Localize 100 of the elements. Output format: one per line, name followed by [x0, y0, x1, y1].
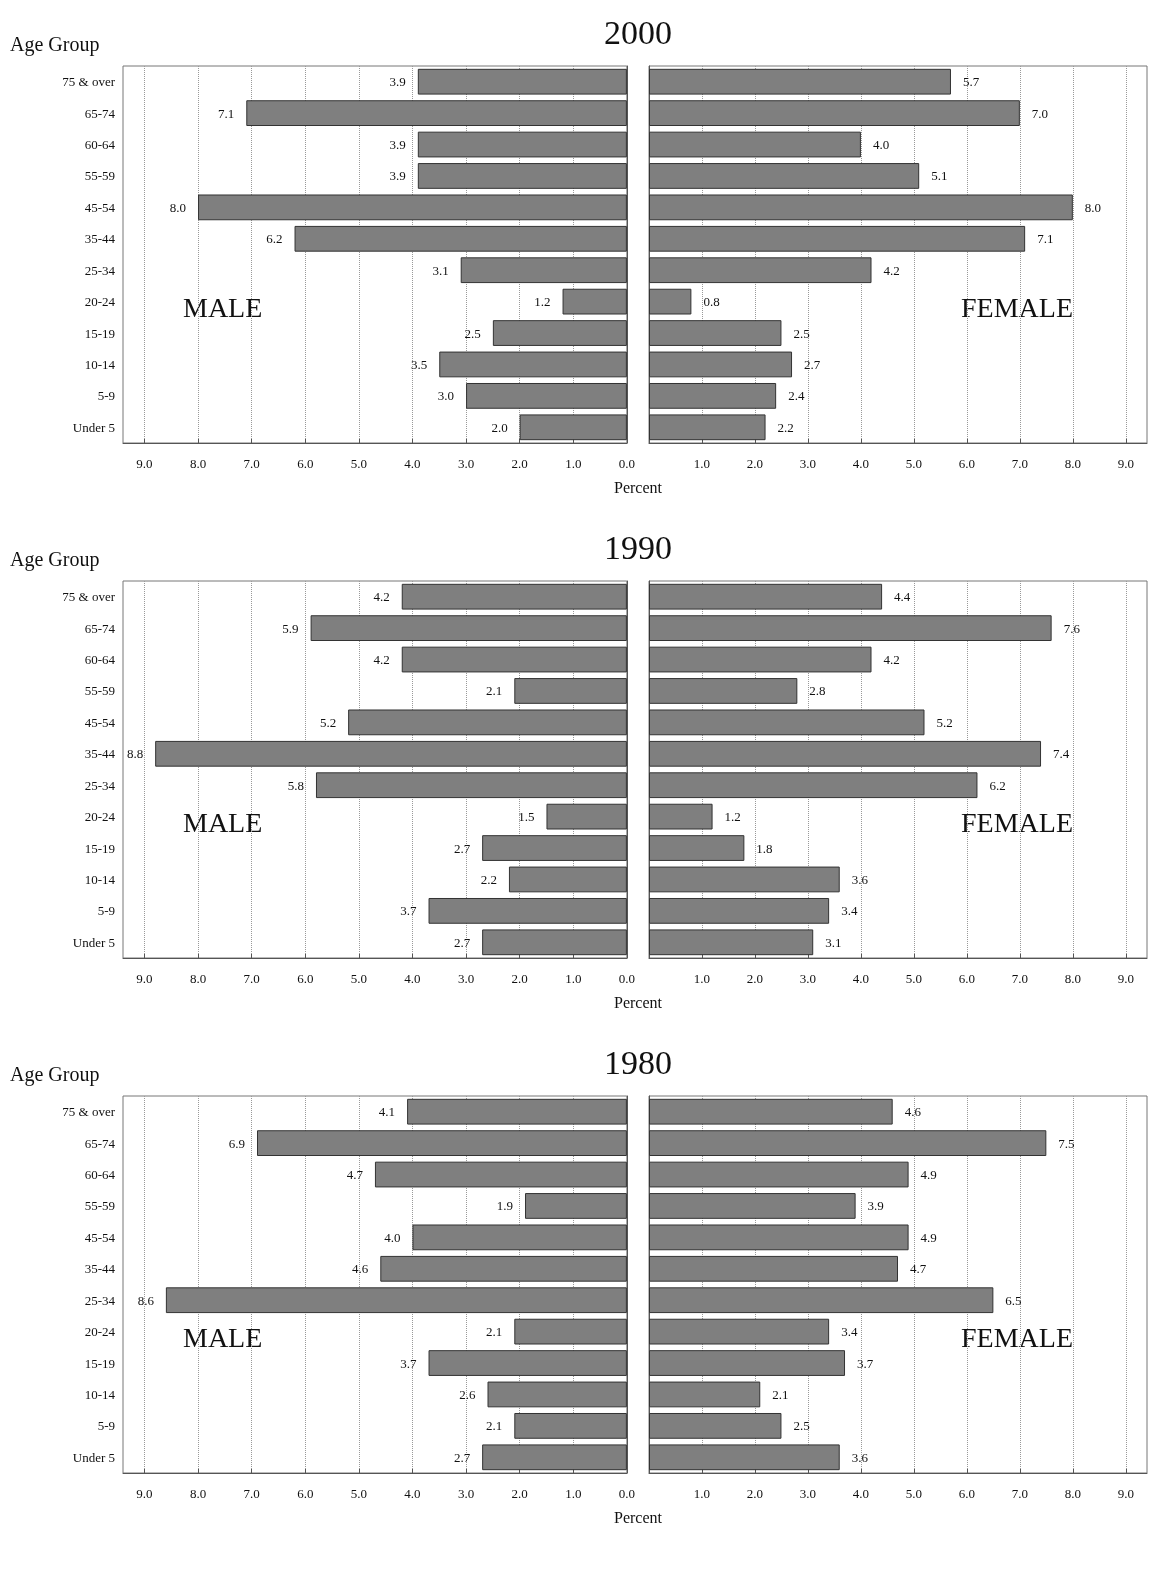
- x-tick-label: 3.0: [799, 1486, 817, 1501]
- data-label: 3.1: [825, 934, 842, 950]
- x-tick-label: 2.0: [746, 1486, 764, 1501]
- x-tick-label: 8.0: [189, 456, 207, 471]
- y-tick-label: 20-24: [84, 1324, 116, 1340]
- y-tick-label: 10-14: [84, 1386, 116, 1402]
- y-tick-label: 65-74: [84, 620, 116, 636]
- x-tick-label: 7.0: [243, 456, 260, 471]
- data-label: 4.7: [346, 1167, 364, 1183]
- x-tick-label: 9.0: [1117, 971, 1134, 986]
- x-tick-label: 1.0: [693, 1486, 711, 1501]
- y-tick-label: Under 5: [72, 1449, 115, 1465]
- y-tick-label: 75 & over: [62, 1104, 116, 1120]
- x-tick-label: 5.0: [350, 971, 367, 986]
- data-label: 1.5: [518, 809, 535, 825]
- x-tick-label: 6.0: [297, 971, 314, 986]
- x-tick-label: 4.0: [404, 456, 421, 471]
- x-axis-title: Percent: [613, 994, 663, 1012]
- x-tick-label: 1.0: [693, 971, 711, 986]
- x-tick-label: 1.0: [565, 971, 582, 986]
- data-label: 2.5: [464, 325, 481, 341]
- y-tick-label: 5-9: [97, 903, 115, 919]
- x-tick-label: 7.0: [243, 1486, 260, 1501]
- data-label: 2.0: [491, 419, 508, 435]
- x-tick-label: 4.0: [852, 971, 870, 986]
- data-label: 3.1: [432, 262, 449, 278]
- data-label: 5.8: [287, 777, 304, 793]
- x-tick-label: 0.0: [618, 456, 635, 471]
- data-label: 8.0: [1084, 199, 1102, 215]
- data-label: 8.0: [169, 199, 187, 215]
- annotation: MALE: [183, 1321, 263, 1353]
- x-tick-label: 1.0: [565, 456, 582, 471]
- data-label: 4.0: [872, 137, 890, 153]
- y-tick-label: Under 5: [72, 419, 115, 435]
- y-tick-label: 35-44: [84, 746, 116, 762]
- data-label: 6.9: [228, 1135, 246, 1151]
- data-label: 7.1: [218, 105, 235, 121]
- y-tick-label: 55-59: [84, 1198, 115, 1214]
- y-tick-label: 5-9: [97, 388, 115, 404]
- data-label: 2.6: [459, 1386, 477, 1402]
- data-label: 2.1: [486, 1324, 503, 1340]
- y-tick-label: 20-24: [84, 809, 116, 825]
- y-tick-label: 60-64: [84, 652, 116, 668]
- data-label: 2.1: [772, 1386, 789, 1402]
- x-tick-label: 5.0: [905, 1486, 923, 1501]
- x-tick-label: 9.0: [1117, 456, 1134, 471]
- y-tick-label: 55-59: [84, 168, 115, 184]
- y-tick-label: Under 5: [72, 934, 115, 950]
- data-label: 6.5: [1005, 1292, 1022, 1308]
- y-tick-label: 15-19: [84, 325, 115, 341]
- x-tick-label: 2.0: [511, 1486, 528, 1501]
- x-tick-label: 5.0: [350, 1486, 367, 1501]
- x-tick-label: 8.0: [1064, 971, 1081, 986]
- data-label: 1.2: [534, 294, 551, 310]
- y-tick-label: 10-14: [84, 871, 116, 887]
- data-label: 6.2: [989, 777, 1006, 793]
- x-tick-label: 7.0: [243, 971, 260, 986]
- data-label: 4.1: [378, 1104, 396, 1120]
- x-tick-label: 1.0: [693, 456, 711, 471]
- x-axis-title: Percent: [613, 479, 663, 497]
- x-tick-label: 0.0: [618, 971, 635, 986]
- data-label: 8.6: [137, 1292, 155, 1308]
- x-tick-label: 2.0: [746, 456, 764, 471]
- x-tick-label: 9.0: [136, 971, 153, 986]
- y-tick-label: 45-54: [84, 199, 116, 215]
- x-tick-label: 4.0: [852, 1486, 870, 1501]
- data-label: 4.2: [883, 652, 900, 668]
- x-tick-label: 5.0: [905, 456, 923, 471]
- y-tick-label: 20-24: [84, 294, 116, 310]
- x-tick-label: 7.0: [1011, 1486, 1028, 1501]
- data-label: 1.8: [756, 840, 773, 856]
- x-tick-label: 8.0: [1064, 456, 1081, 471]
- data-label: 2.2: [777, 419, 794, 435]
- data-label: 2.1: [486, 683, 503, 699]
- data-label: 0.8: [703, 294, 720, 310]
- y-tick-label: 35-44: [84, 231, 116, 247]
- data-label: 3.7: [400, 903, 418, 919]
- x-tick-label: 8.0: [189, 1486, 207, 1501]
- data-label: 4.2: [373, 589, 390, 605]
- data-label: 5.2: [936, 714, 953, 730]
- y-tick-label: 55-59: [84, 683, 115, 699]
- y-tick-label: 10-14: [84, 356, 116, 372]
- x-tick-label: 7.0: [1011, 971, 1028, 986]
- annotation: MALE: [183, 291, 263, 323]
- x-tick-label: 8.0: [189, 971, 207, 986]
- data-label: 4.7: [910, 1261, 927, 1277]
- x-tick-label: 3.0: [799, 456, 817, 471]
- x-tick-label: 3.0: [457, 971, 475, 986]
- x-tick-label: 6.0: [297, 456, 314, 471]
- x-tick-label: 4.0: [404, 971, 421, 986]
- data-label: 3.4: [841, 903, 858, 919]
- x-tick-label: 5.0: [350, 456, 367, 471]
- data-label: 2.7: [453, 934, 471, 950]
- data-label: 4.9: [920, 1229, 937, 1245]
- x-axis-title: Percent: [613, 1509, 663, 1527]
- data-label: 5.1: [931, 168, 948, 184]
- x-tick-label: 2.0: [746, 971, 764, 986]
- data-label: 1.2: [724, 809, 741, 825]
- data-label: 3.9: [867, 1198, 884, 1214]
- x-tick-label: 0.0: [618, 1486, 635, 1501]
